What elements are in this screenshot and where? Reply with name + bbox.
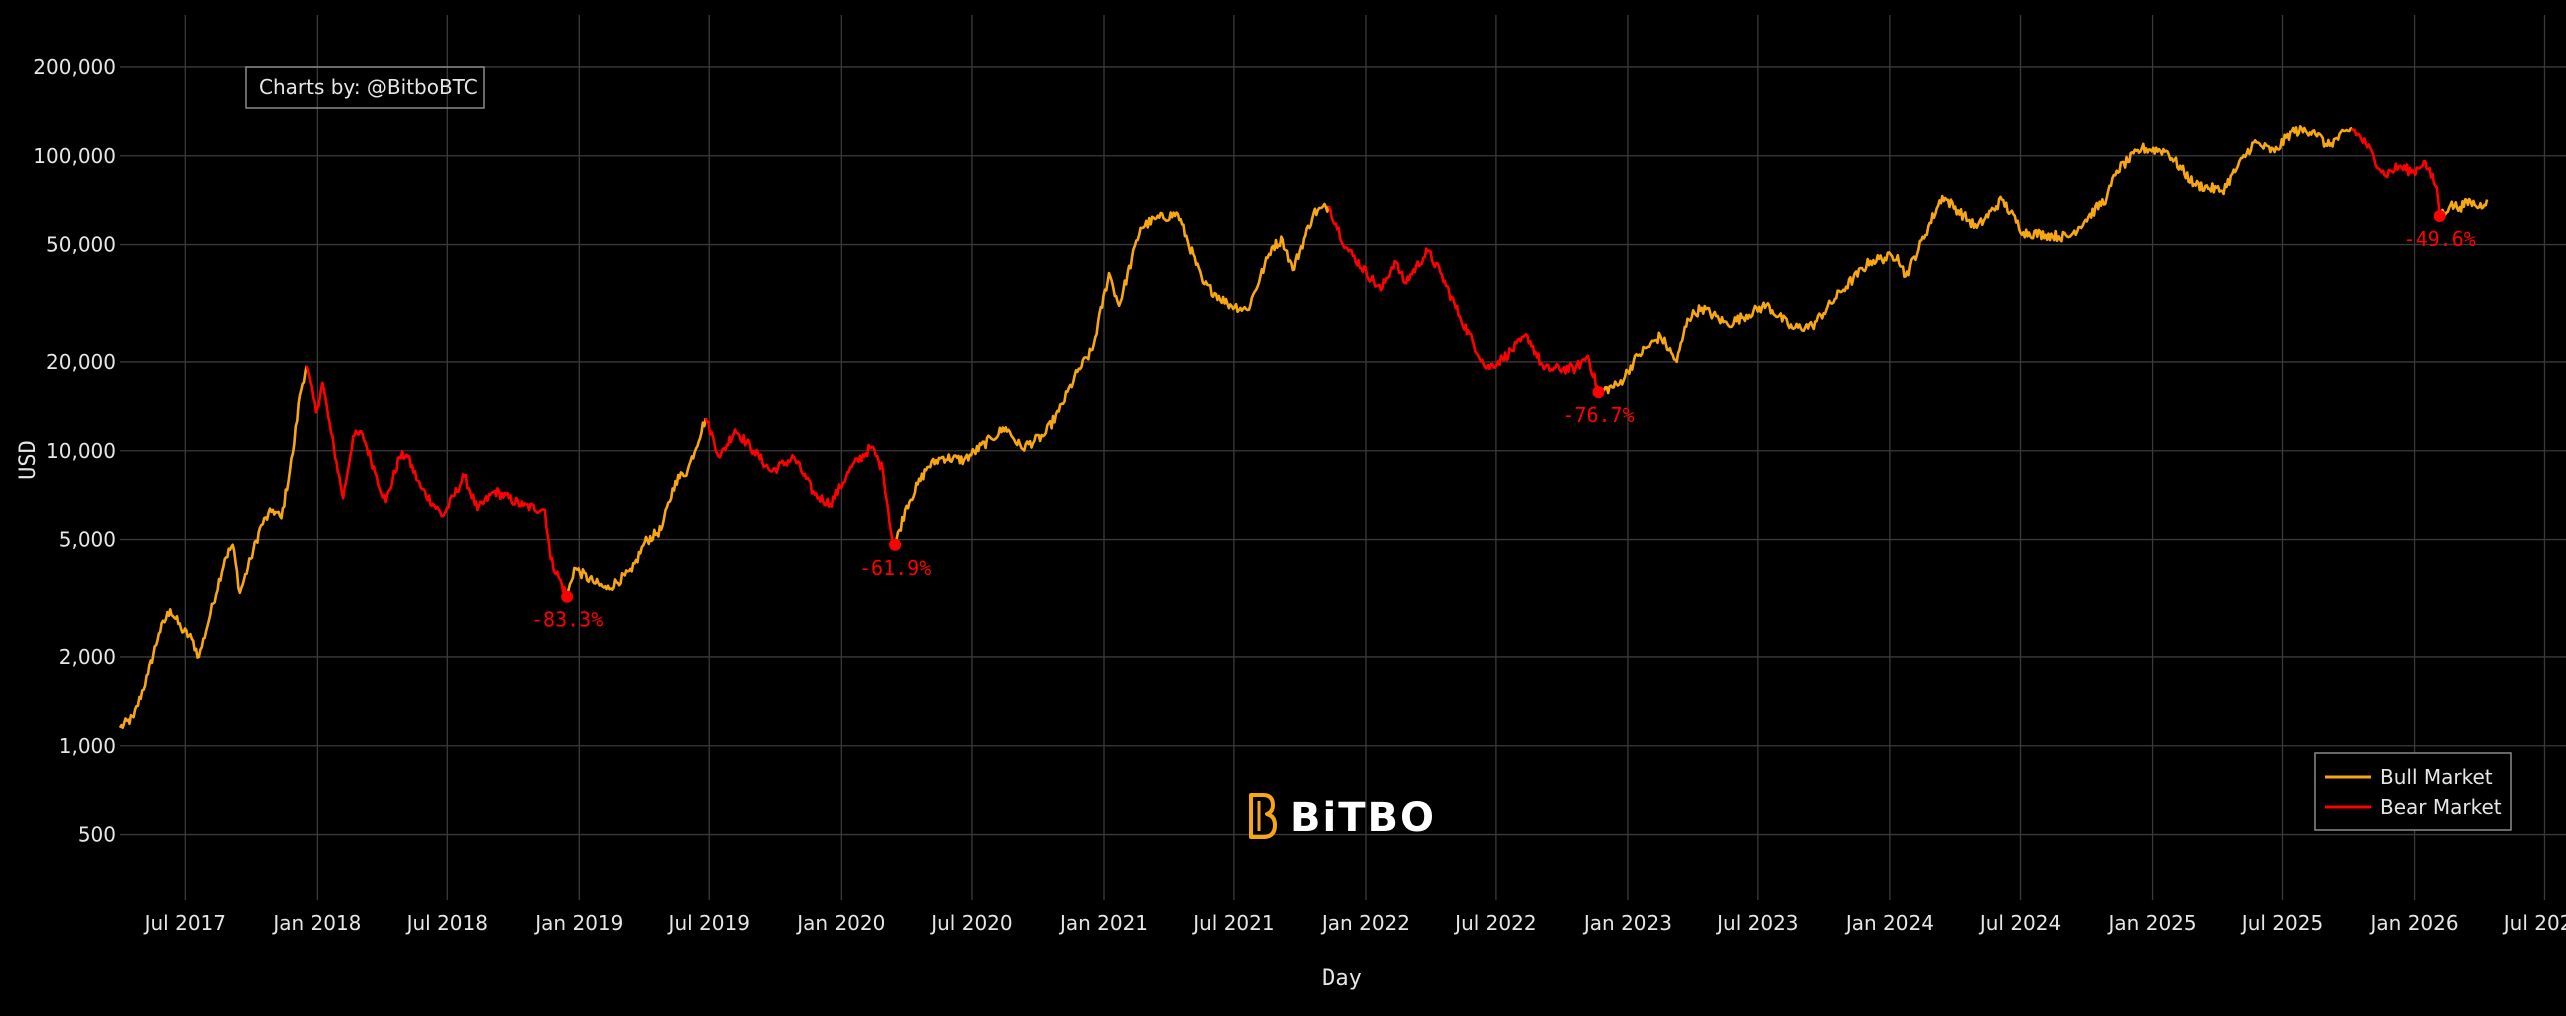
x-tick-label: Jul 2021 [1191, 911, 1274, 935]
y-axis-title: USD [16, 440, 41, 480]
y-tick-label: 50,000 [46, 233, 116, 257]
bitbo-logo-icon [1249, 793, 1277, 839]
y-tick-label: 2,000 [59, 645, 116, 669]
legend-box [2314, 752, 2512, 831]
y-tick-label: 500 [78, 823, 116, 847]
y-axis-ticks: 500 1,000 2,000 5,000 10,000 20,000 50,000 100,… [33, 55, 116, 847]
bull-market-segment [1597, 125, 2353, 395]
x-tick-label: Jul 2019 [667, 911, 750, 935]
x-tick-label: Jan 2024 [1844, 911, 1934, 935]
drawdown-label: -61.9% [859, 556, 931, 580]
y-tick-label: 1,000 [59, 734, 116, 758]
drawdown-marker [561, 590, 574, 603]
legend-bull-label[interactable]: Bull Market [2380, 765, 2493, 789]
x-axis-ticks: Jul 2017 Jan 2018 Jul 2018 Jan 2019 Jul 2019… [143, 911, 2566, 935]
price-series [118, 125, 2489, 729]
y-tick-label: 200,000 [33, 55, 116, 79]
x-tick-label: Jan 2026 [2369, 911, 2459, 935]
credit-text: Charts by: @BitboBTC [259, 75, 478, 99]
bull-market-segment [118, 365, 308, 729]
y-tick-label: 10,000 [46, 439, 116, 463]
x-tick-label: Jul 2026 [2502, 911, 2566, 935]
bear-market-segment [704, 417, 897, 546]
drawdown-label: -83.3% [531, 608, 603, 632]
brand-text: BiTBO [1290, 795, 1436, 841]
credit-box: Charts by: @BitboBTC [245, 66, 485, 109]
x-tick-label: Jul 2022 [1453, 911, 1536, 935]
brand-watermark: BiTBO [1249, 793, 1436, 841]
x-gridlines [184, 15, 2546, 900]
bear-market-segment [305, 365, 569, 598]
y-tick-label: 20,000 [46, 350, 116, 374]
bear-market-segment [1327, 205, 1600, 393]
bear-market-segment [2351, 127, 2441, 217]
x-tick-label: Jan 2019 [533, 911, 623, 935]
x-axis-title: Day [1322, 966, 1362, 991]
x-tick-label: Jan 2018 [271, 911, 361, 935]
x-tick-label: Jul 2023 [1715, 911, 1798, 935]
drawdown-label: -49.6% [2404, 227, 2476, 251]
x-tick-label: Jan 2020 [795, 911, 885, 935]
x-tick-label: Jan 2025 [2107, 911, 2197, 935]
credit-box-border [245, 66, 485, 109]
x-tick-label: Jan 2022 [1320, 911, 1410, 935]
y-tick-label: 5,000 [59, 528, 116, 552]
bull-market-segment [565, 417, 707, 597]
x-tick-label: Jul 2025 [2240, 911, 2323, 935]
y-tick-label: 100,000 [33, 144, 116, 168]
drawdown-label: -76.7% [1562, 403, 1634, 427]
legend: Bull Market Bear Market [2314, 752, 2512, 831]
drawdown-marker [2433, 209, 2446, 222]
legend-bear-label[interactable]: Bear Market [2380, 795, 2502, 819]
drawdown-marker [889, 538, 902, 551]
x-tick-label: Jul 2017 [143, 911, 226, 935]
bull-market-segment [893, 202, 1330, 546]
bull-market-segment [2438, 197, 2489, 219]
drawdown-marker [1592, 386, 1605, 399]
x-tick-label: Jan 2023 [1582, 911, 1672, 935]
x-tick-label: Jul 2018 [405, 911, 488, 935]
x-tick-label: Jul 2020 [929, 911, 1012, 935]
drawdown-annotations: -83.3% -61.9% -76.7% -49.6% [531, 209, 2476, 632]
x-tick-label: Jan 2021 [1058, 911, 1148, 935]
y-gridlines [120, 66, 2566, 836]
x-tick-label: Jul 2024 [1978, 911, 2061, 935]
